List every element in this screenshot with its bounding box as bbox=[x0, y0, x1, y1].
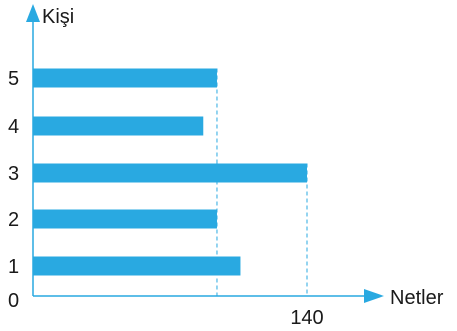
y-tick-label-2: 2 bbox=[8, 209, 19, 231]
y-axis-arrow-icon bbox=[26, 4, 40, 22]
bar-4 bbox=[33, 116, 204, 136]
y-tick-label-3: 3 bbox=[8, 163, 19, 185]
bar-1 bbox=[33, 256, 241, 276]
x-tick-labels: 140 bbox=[290, 307, 323, 329]
x-axis-label: Netler bbox=[390, 287, 444, 309]
bar-2 bbox=[33, 209, 217, 229]
origin-label: 0 bbox=[8, 290, 19, 312]
bars bbox=[33, 68, 307, 276]
y-tick-label-4: 4 bbox=[8, 116, 19, 138]
y-tick-labels: 1 2 3 4 5 bbox=[8, 68, 19, 278]
y-tick-label-5: 5 bbox=[8, 68, 19, 90]
x-tick-label-140: 140 bbox=[290, 307, 323, 329]
y-tick-label-1: 1 bbox=[8, 256, 19, 278]
y-axis-label: Kişi bbox=[42, 6, 74, 28]
bar-5 bbox=[33, 68, 217, 88]
x-axis-arrow-icon bbox=[364, 289, 384, 303]
bar-3 bbox=[33, 163, 307, 183]
